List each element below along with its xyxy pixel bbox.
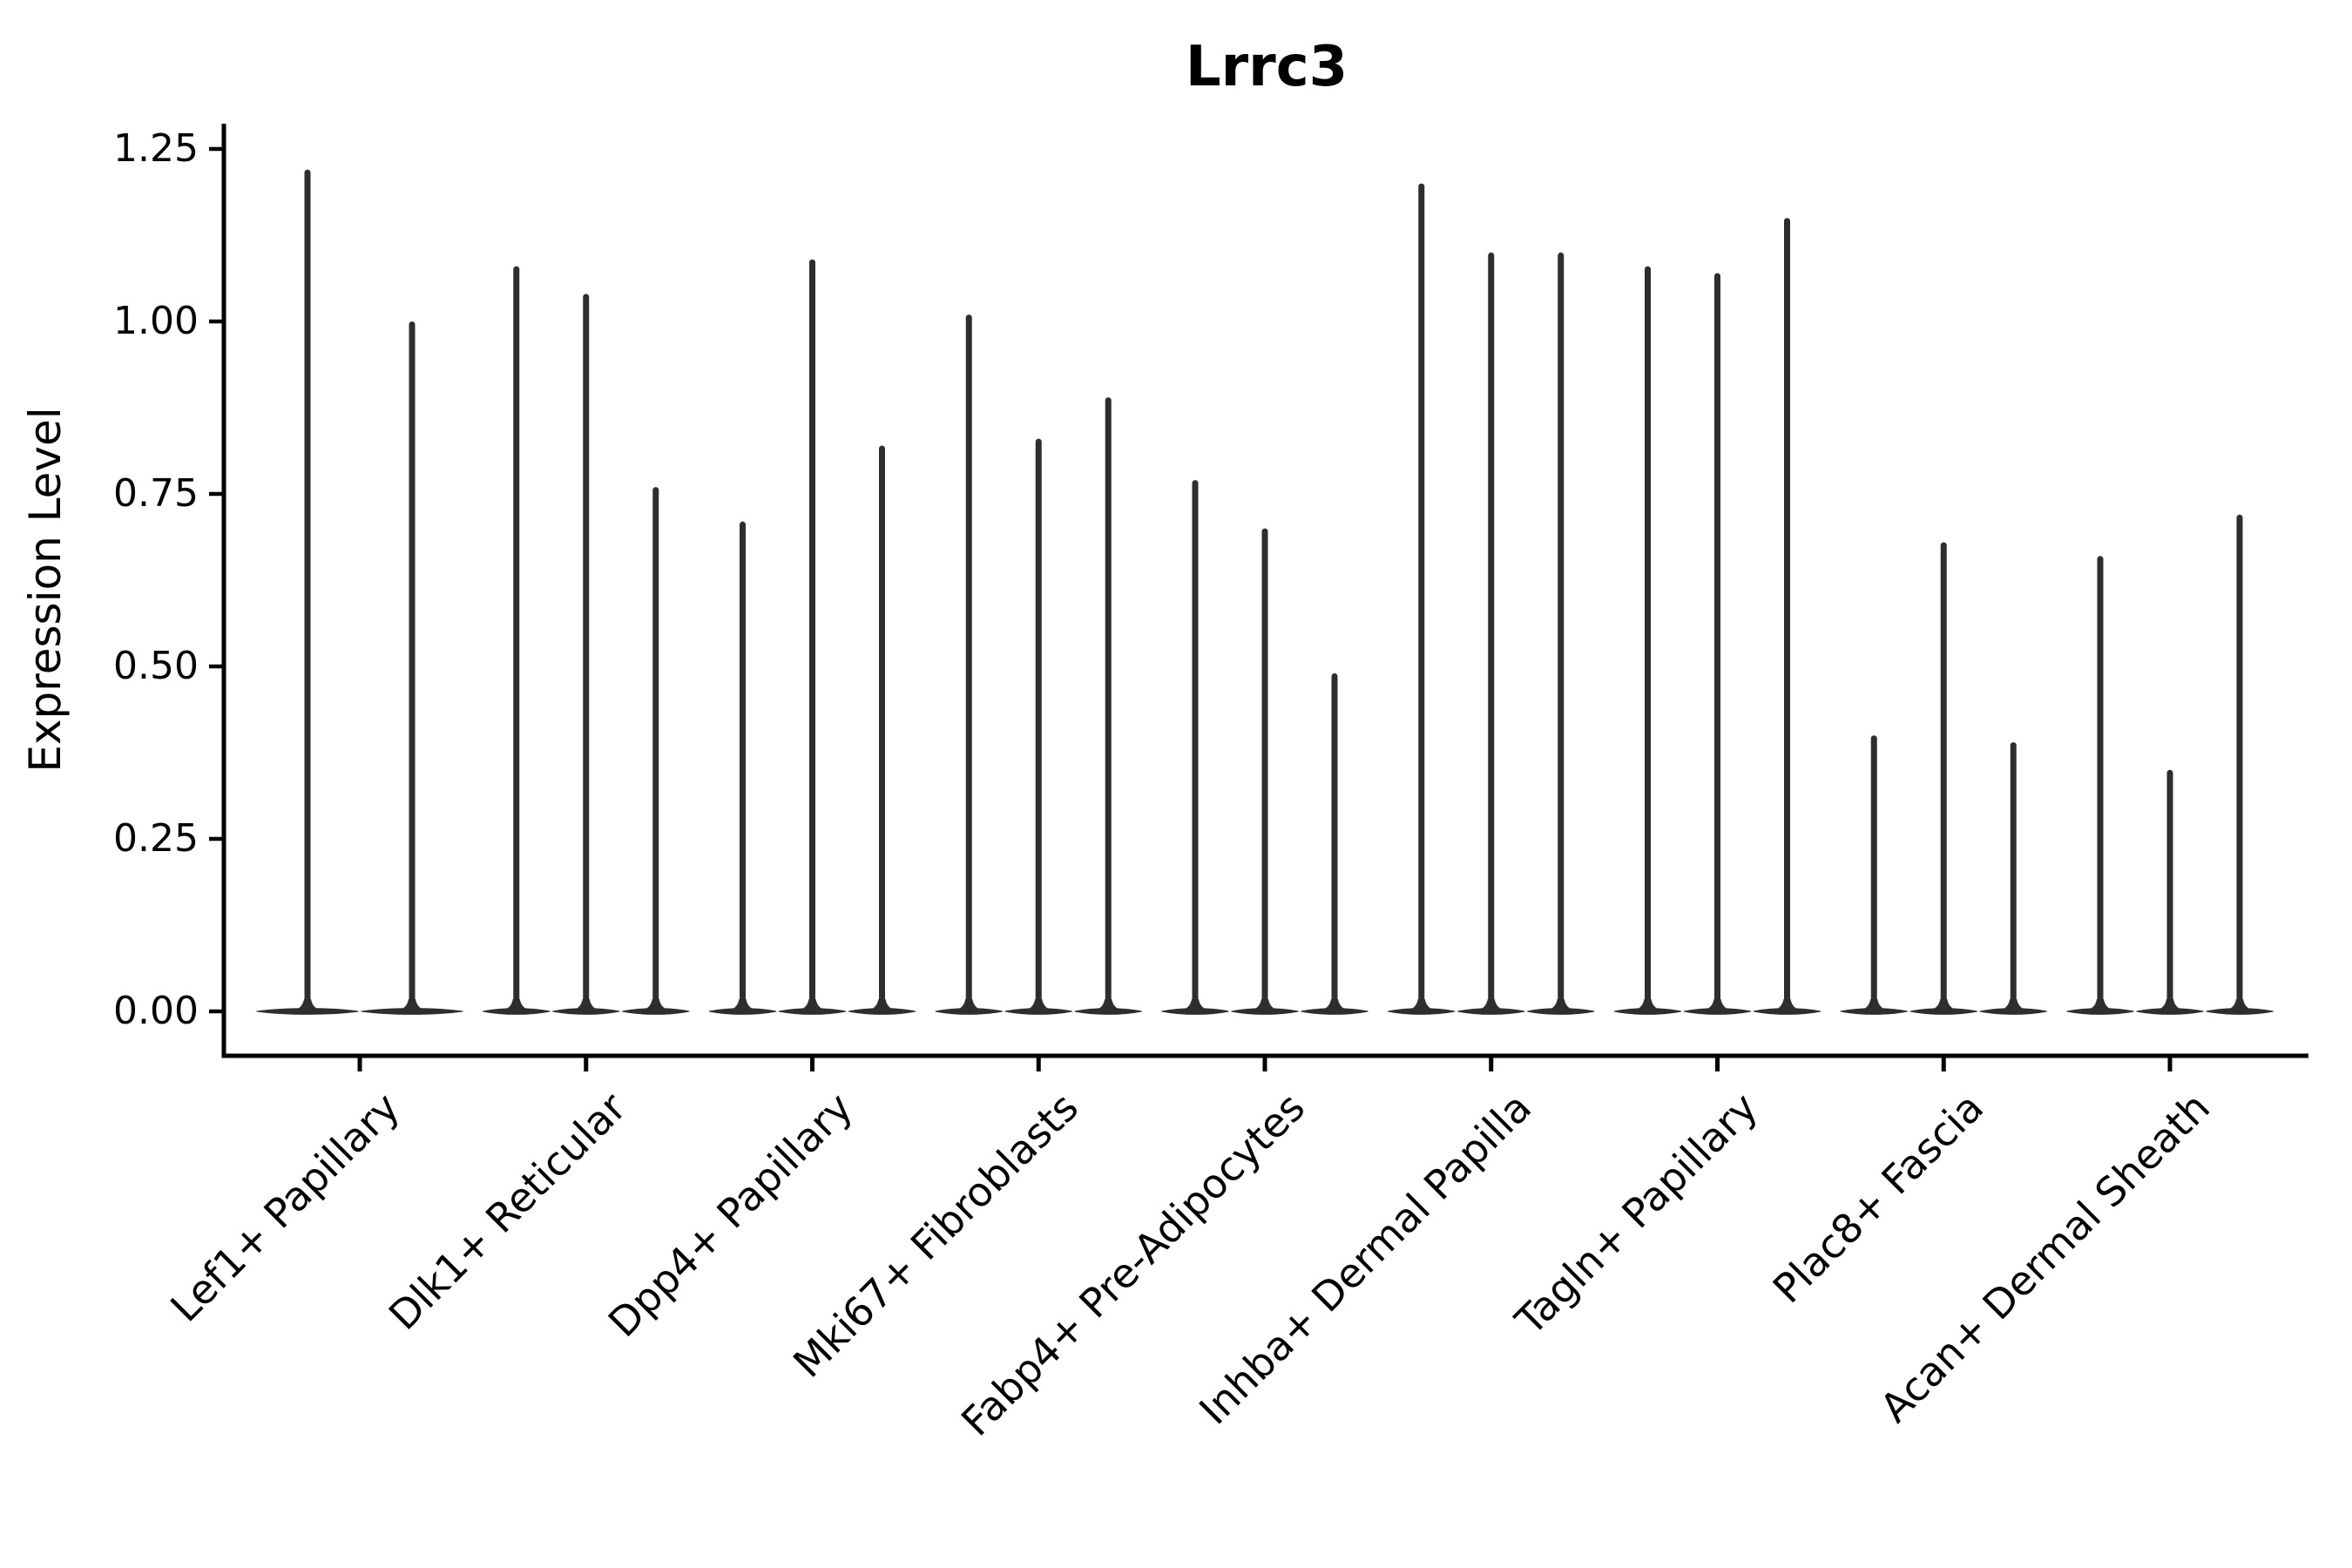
y-tick-label: 1.00 [113,299,199,343]
y-tick-label: 0.50 [113,644,199,688]
y-tick-label: 0.00 [113,989,199,1033]
y-tick-label: 0.75 [113,471,199,516]
y-tick-label: 0.25 [113,816,199,861]
chart-title: Lrrc3 [1185,35,1348,99]
y-tick-label: 1.25 [113,126,199,171]
